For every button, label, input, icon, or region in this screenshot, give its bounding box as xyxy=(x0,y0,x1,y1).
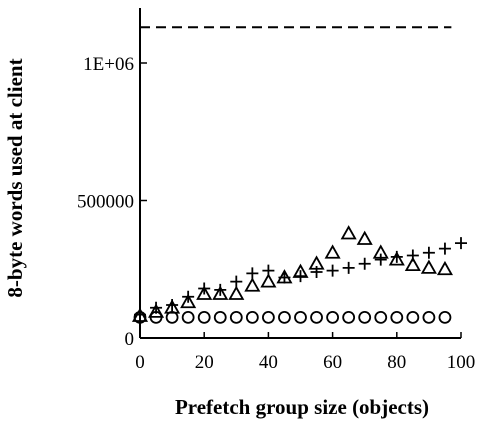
circle-point xyxy=(438,310,452,324)
triangle-point xyxy=(340,225,357,240)
axes xyxy=(139,8,461,339)
triangle-point xyxy=(388,251,405,266)
triangle-point xyxy=(324,244,341,259)
plus-point xyxy=(374,253,387,266)
y-tick-label: 500000 xyxy=(77,192,134,213)
plus-point xyxy=(358,257,371,270)
triangle-point xyxy=(420,259,437,274)
circle-point xyxy=(245,310,259,324)
plus-point xyxy=(310,266,323,278)
triangle-point xyxy=(436,260,453,276)
plus-point xyxy=(230,275,243,288)
plus-point xyxy=(422,246,435,259)
circle-point xyxy=(326,310,340,324)
plus-point xyxy=(342,261,355,274)
triangle-point xyxy=(260,273,277,288)
y-tick-label: 1E+06 xyxy=(83,54,134,75)
y-axis-label: 8-byte words used at client xyxy=(3,58,27,297)
circle-point xyxy=(358,310,372,324)
circle-point xyxy=(422,310,436,324)
circle-point xyxy=(278,310,291,324)
x-tick-label: 100 xyxy=(447,352,476,373)
circle-point xyxy=(406,310,420,324)
circle-point xyxy=(390,310,404,324)
triangle-point xyxy=(148,303,165,318)
circle-point xyxy=(294,310,307,324)
triangle-point xyxy=(180,293,197,309)
triangle-point xyxy=(308,255,325,270)
plus-point xyxy=(455,237,467,250)
triangle-point xyxy=(228,285,245,300)
plus-point xyxy=(438,242,451,255)
circle-point xyxy=(374,310,388,324)
triangle-point xyxy=(164,299,181,314)
circle-point xyxy=(181,310,195,324)
circle-point xyxy=(229,310,243,324)
circle-point xyxy=(310,310,323,324)
triangle-point xyxy=(131,307,149,322)
triangle-point xyxy=(196,285,213,300)
x-tick-label: 80 xyxy=(387,352,406,373)
data-marks xyxy=(131,225,467,324)
triangle-point xyxy=(212,285,229,300)
circle-point xyxy=(213,310,227,324)
triangle-point xyxy=(404,256,421,272)
circle-point xyxy=(261,310,275,324)
x-axis-label: Prefetch group size (objects) xyxy=(175,395,429,419)
circle-point xyxy=(342,310,356,324)
y-tick-label: 0 xyxy=(125,329,135,350)
x-tick-label: 60 xyxy=(323,352,342,373)
plus-point xyxy=(246,267,259,280)
triangle-point xyxy=(356,230,373,245)
triangle-point xyxy=(372,244,389,259)
x-tick-label: 0 xyxy=(135,352,145,373)
circle-point xyxy=(197,310,211,324)
triangle-point xyxy=(292,263,309,278)
tick-layer: 0 20 40 60 80 100 0 500000 1E+06 xyxy=(77,54,475,373)
x-tick-label: 20 xyxy=(195,352,214,373)
triangle-point xyxy=(244,277,261,292)
x-tick-label: 40 xyxy=(259,352,278,373)
triangle-point xyxy=(276,269,293,284)
plus-point xyxy=(326,264,339,277)
